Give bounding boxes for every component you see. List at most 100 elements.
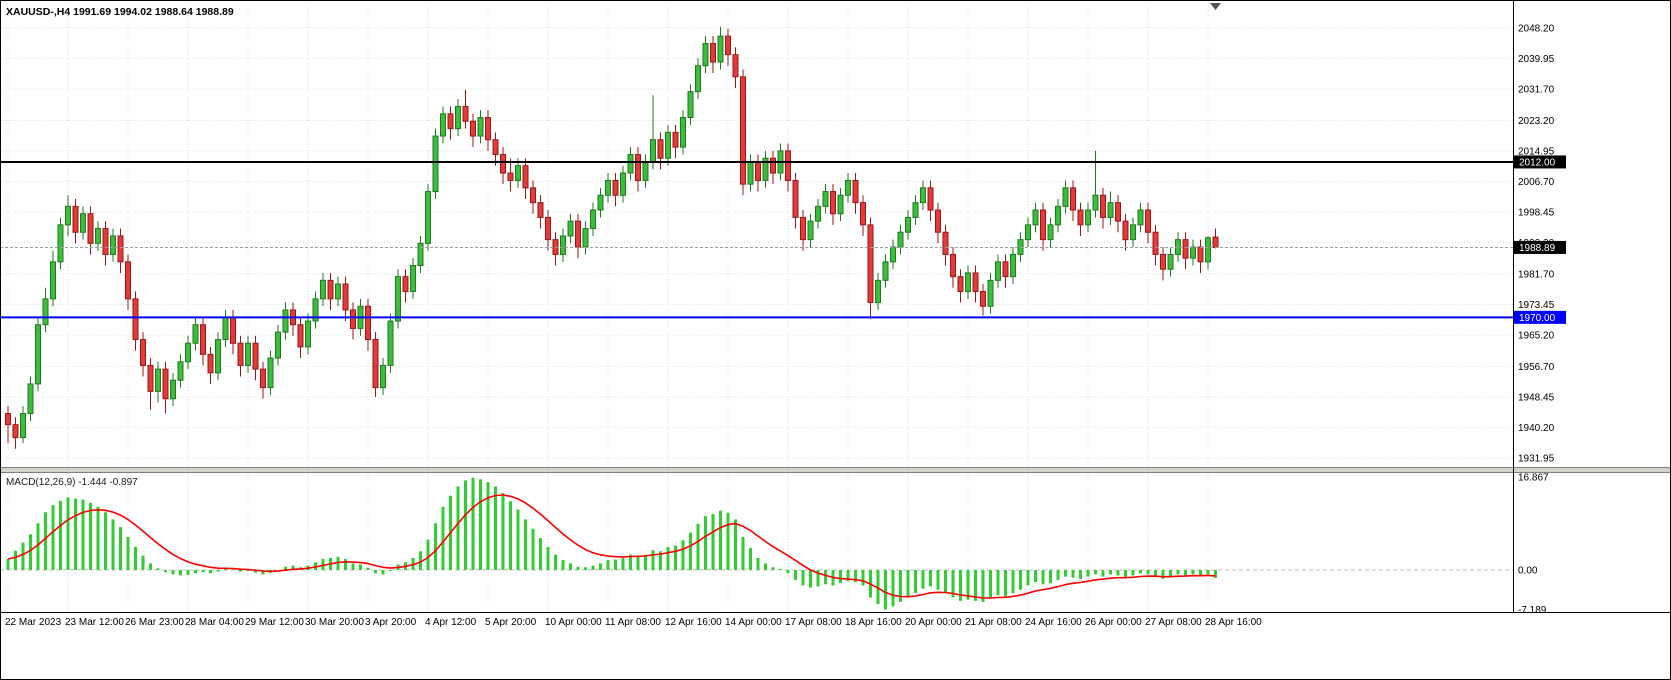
candle-body xyxy=(1040,209,1046,241)
candle-body xyxy=(1002,261,1009,278)
candle-body xyxy=(462,105,469,122)
macd-signal-value: -0.897 xyxy=(109,477,138,488)
candle-body xyxy=(995,261,1001,281)
price-axis-label: 2031.70 xyxy=(1518,85,1555,96)
candle-body xyxy=(680,117,686,148)
chart-title-ohlc: 1991.69 1994.02 1988.64 1988.89 xyxy=(73,6,234,18)
price-axis-label: 1981.70 xyxy=(1518,270,1555,281)
main-chart-area[interactable] xyxy=(0,0,1513,467)
price-badge xyxy=(1514,310,1566,324)
axis-layer: 22 Mar 202323 Mar 12:0026 Mar 23:0028 Ma… xyxy=(5,24,1566,628)
candle-body xyxy=(282,309,289,333)
chart-title: XAUUSD-,H4 1991.69 1994.02 1988.64 1988.… xyxy=(6,6,234,18)
candle-body xyxy=(1107,202,1114,218)
candle-body xyxy=(882,261,889,281)
price-axis-label: 1973.45 xyxy=(1518,300,1555,311)
time-axis-label: 11 Apr 08:00 xyxy=(605,617,661,628)
candle-body xyxy=(417,242,424,267)
time-axis-label: 4 Apr 12:00 xyxy=(425,617,477,628)
candle-body xyxy=(612,179,619,196)
candle-body xyxy=(1145,209,1151,233)
candle-body xyxy=(515,165,521,181)
time-axis-label: 30 Mar 20:00 xyxy=(305,617,364,628)
candle-body xyxy=(477,117,484,137)
candle-body xyxy=(207,353,214,374)
candle-body xyxy=(627,154,634,174)
candle-body xyxy=(695,65,701,93)
candle-body xyxy=(312,298,319,322)
candle-body xyxy=(245,342,251,366)
candle-body xyxy=(522,165,529,189)
macd-panel-area[interactable] xyxy=(0,473,1513,612)
candle-body xyxy=(387,320,394,366)
candle-body xyxy=(57,224,64,263)
candle-body xyxy=(72,205,79,233)
candle-body xyxy=(567,220,574,237)
time-axis-label: 20 Apr 00:00 xyxy=(905,617,962,628)
candle-body xyxy=(117,235,124,263)
candle-body xyxy=(1167,253,1174,270)
candle-body xyxy=(822,191,829,207)
candle-body xyxy=(717,35,724,63)
candle-body xyxy=(905,216,911,233)
candle-body xyxy=(267,357,274,389)
candle-body xyxy=(785,150,791,181)
time-axis-label: 21 Apr 08:00 xyxy=(965,617,1022,628)
time-axis-area[interactable] xyxy=(0,613,1671,638)
candle-body xyxy=(132,298,139,341)
candle-body xyxy=(702,43,709,67)
macd-main-value: -1.444 xyxy=(78,477,107,488)
candle-body xyxy=(980,290,986,307)
candle-body xyxy=(1152,231,1159,255)
candle-body xyxy=(972,272,979,292)
candle-body xyxy=(1047,224,1054,241)
candle-body xyxy=(275,331,281,359)
candle-body xyxy=(342,283,349,311)
candle-body xyxy=(20,413,26,439)
candle-body xyxy=(800,216,806,241)
bid-price-label: 1988.89 xyxy=(1519,243,1556,254)
candle-body xyxy=(530,187,536,204)
candle-body xyxy=(740,76,746,185)
candle-body xyxy=(657,139,664,159)
candle-body xyxy=(830,191,836,215)
candle-body xyxy=(950,253,956,278)
candle-body xyxy=(507,172,514,181)
candle-body xyxy=(35,324,41,385)
candle-body xyxy=(1070,187,1076,211)
candle-body xyxy=(110,235,116,255)
candle-body xyxy=(762,157,769,181)
price-axis-label: 1940.20 xyxy=(1518,423,1555,434)
panel-separator[interactable] xyxy=(0,467,1671,473)
chart-title-symbol: XAUUSD-,H4 xyxy=(6,6,70,18)
candle-body xyxy=(500,154,506,174)
candle-body xyxy=(492,139,499,156)
candle-body xyxy=(335,283,341,300)
candle-body xyxy=(1100,194,1106,218)
macd-axis-label: 16.867 xyxy=(1518,473,1549,484)
candle-body xyxy=(1062,187,1069,207)
bid-price-badge xyxy=(1514,240,1566,254)
chart-shift-marker-icon[interactable] xyxy=(1210,3,1221,10)
time-axis-label: 28 Apr 16:00 xyxy=(1205,617,1262,628)
candle-body xyxy=(260,368,266,389)
candle-body xyxy=(320,279,326,300)
candle-body xyxy=(395,276,401,322)
candle-body xyxy=(297,324,304,348)
price-badge-label: 1970.00 xyxy=(1519,313,1556,324)
candle-body xyxy=(927,187,934,211)
price-axis-area[interactable] xyxy=(1514,0,1671,612)
candle-body xyxy=(1115,202,1121,222)
time-axis-label: 14 Apr 00:00 xyxy=(725,617,782,628)
candle-body xyxy=(1032,209,1039,226)
price-badge-label: 2012.00 xyxy=(1519,157,1556,168)
macd-label: MACD(12,26,9) -1.444 -0.897 xyxy=(6,477,138,488)
grid-layer xyxy=(0,0,1513,612)
candle-body xyxy=(770,157,776,174)
price-axis-label: 2023.20 xyxy=(1518,116,1555,127)
candle-body xyxy=(162,368,169,400)
candle-body xyxy=(732,54,739,78)
candle-body xyxy=(215,339,221,374)
time-axis-label: 29 Mar 12:00 xyxy=(245,617,304,628)
